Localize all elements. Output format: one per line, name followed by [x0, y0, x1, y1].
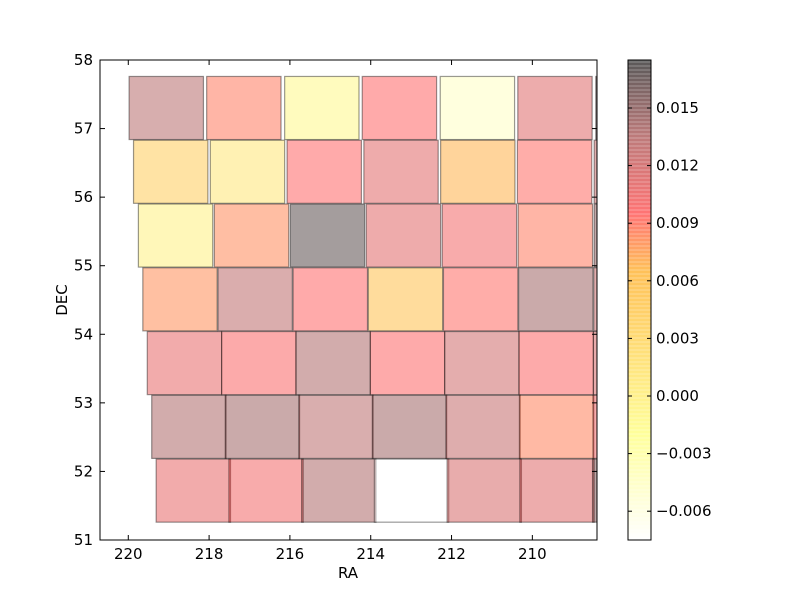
heatmap-tile-24	[367, 267, 444, 332]
y-tick-label: 57	[74, 120, 93, 138]
heatmap-tile-4	[439, 75, 516, 141]
colorbar-tick-label: 0.003	[656, 329, 699, 347]
heatmap-tile-37	[298, 394, 374, 460]
heatmap-tile-10	[363, 139, 439, 204]
heatmap-tile-48	[591, 458, 597, 523]
heatmap-tile-9	[286, 139, 363, 204]
colorbar-ticks: −0.006 −0.003 0.000 0.003 0.006 0.009 0.012 0.0…	[628, 99, 712, 520]
heatmap-tile-43	[228, 458, 304, 523]
heatmap-tile-3	[361, 75, 438, 141]
plot-frame	[99, 59, 598, 541]
heatmap-tile-44	[301, 458, 377, 523]
y-tick-label: 55	[74, 257, 93, 275]
heatmap-tile-46	[446, 458, 523, 523]
heatmap-tile-8	[209, 139, 286, 204]
y-tick-label: 53	[74, 394, 93, 412]
heatmap-tile-42	[155, 458, 232, 523]
heatmap-tile-25	[442, 267, 519, 332]
heatmap-tile-18	[441, 203, 518, 268]
heatmap-tile-6	[595, 75, 597, 141]
heatmap-tile-23	[292, 267, 369, 332]
heatmap-tile-13	[593, 139, 597, 204]
heatmap-tile-29	[221, 330, 297, 396]
plot-background	[100, 60, 597, 540]
y-tick-label: 51	[74, 531, 93, 549]
heatmap-tile-27	[593, 267, 597, 332]
heatmap-tile-7	[132, 139, 209, 204]
y-axis-label: DEC	[53, 284, 71, 316]
y-tick-label: 56	[74, 188, 93, 206]
heatmap-tile-41	[592, 394, 597, 460]
x-tick-label: 214	[356, 545, 385, 563]
x-tick-label: 210	[518, 545, 547, 563]
heatmap-tile-19	[517, 203, 594, 268]
heatmap-tile-0	[128, 75, 205, 141]
heatmap-tile-38	[371, 394, 448, 460]
heatmap-tile-11	[440, 139, 516, 204]
colorbar-tick-label: −0.003	[656, 445, 712, 463]
colorbar-lines	[628, 59, 651, 541]
heatmap-tile-5	[517, 75, 593, 141]
heatmap-tile-16	[289, 203, 366, 268]
heatmap-tile-28	[146, 330, 223, 396]
heatmap-tile-1	[206, 75, 282, 141]
x-tick-label: 220	[114, 545, 143, 563]
heatmap-tile-21	[142, 267, 218, 332]
x-tick-label: 218	[195, 545, 224, 563]
colorbar-tick-label: 0.015	[656, 99, 699, 117]
colorbar-tick-label: 0.009	[656, 214, 699, 232]
heatmap-tile-35	[151, 394, 227, 460]
heatmap-tile-45	[373, 458, 450, 523]
x-axis-label: RA	[338, 564, 359, 582]
colorbar-tick-label: 0.000	[656, 387, 699, 405]
y-tick-label: 52	[74, 462, 93, 480]
heatmap-tile-30	[295, 330, 371, 396]
heatmap-tile-40	[518, 394, 595, 460]
heatmap-tile-26	[518, 267, 594, 332]
heatmap-tile-39	[445, 394, 521, 460]
heatmap-tile-14	[137, 203, 214, 268]
y-tick-label: 54	[74, 325, 93, 343]
y-axis: 51 52 53 54 55 56 57 58	[74, 51, 597, 549]
colorbar: −0.006 −0.003 0.000 0.003 0.006 0.009 0.012 0.0…	[627, 59, 712, 541]
colorbar-tick-label: −0.006	[656, 502, 712, 520]
heatmap-tile-20	[593, 203, 597, 268]
y-tick-label: 58	[74, 51, 93, 69]
heatmap-tile-32	[444, 330, 520, 396]
heatmap-tile-2	[284, 75, 360, 141]
heatmap-tile-33	[518, 330, 594, 396]
x-tick-label: 212	[437, 545, 466, 563]
heatmap-tile-31	[369, 330, 446, 396]
x-axis: 220 218 216 214 212 210	[114, 60, 547, 563]
colorbar-tick-label: 0.012	[656, 157, 699, 175]
heatmap-tile-15	[213, 203, 290, 268]
heatmap-tile-36	[224, 394, 301, 460]
colorbar-tick-label: 0.006	[656, 272, 699, 290]
x-tick-label: 216	[276, 545, 305, 563]
heatmap-tile-47	[519, 458, 595, 523]
tiles-layer	[128, 75, 597, 523]
heatmap-tile-12	[516, 139, 593, 204]
heatmap-tile-17	[365, 203, 442, 268]
heatmap-tile-22	[217, 267, 293, 332]
colorbar-gradient	[628, 60, 651, 540]
colorbar-frame	[627, 59, 652, 541]
heatmap-tile-34	[592, 330, 597, 396]
